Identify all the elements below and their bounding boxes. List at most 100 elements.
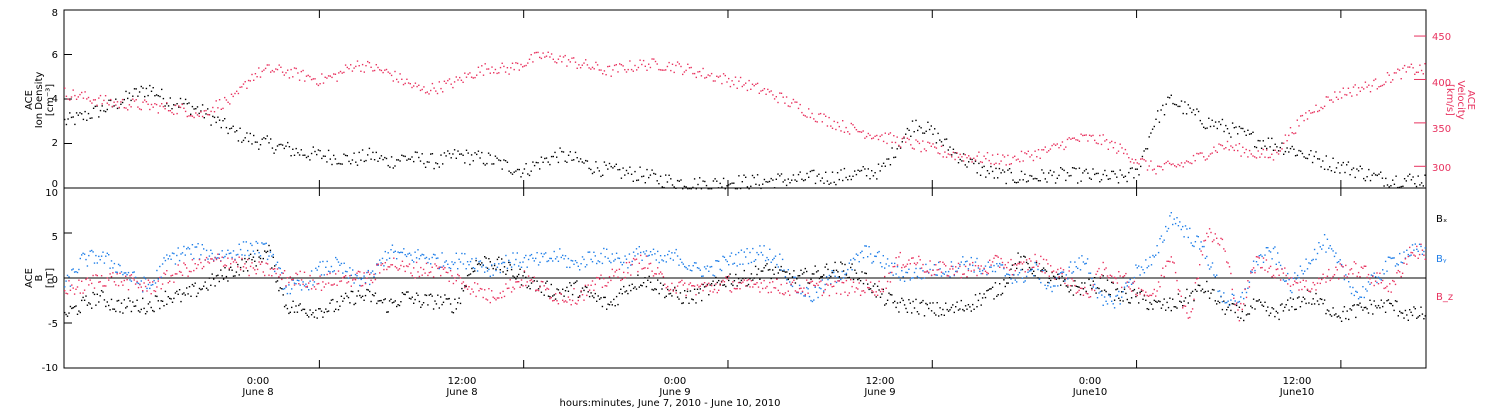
velocity-point: [1366, 86, 1368, 88]
by-point: [746, 248, 748, 250]
bz-point: [1352, 273, 1354, 275]
bz-point: [942, 261, 944, 263]
bx-point: [73, 306, 76, 308]
density-point: [821, 177, 823, 179]
velocity-point: [264, 67, 267, 70]
by-point: [1149, 256, 1151, 258]
by-point: [374, 273, 377, 275]
velocity-point: [1180, 162, 1183, 164]
bx-point: [1186, 288, 1188, 291]
by-point: [1129, 278, 1131, 281]
bz-point: [259, 263, 262, 265]
density-point: [157, 95, 159, 97]
velocity-point: [1320, 106, 1322, 109]
velocity-point: [327, 75, 330, 77]
by-point: [689, 269, 692, 271]
bx-point: [543, 294, 545, 296]
velocity-point: [833, 120, 835, 123]
bx-point: [789, 273, 791, 275]
velocity-point: [298, 79, 301, 81]
density-point: [840, 169, 842, 171]
bx-point: [108, 304, 110, 307]
bz-point: [705, 285, 707, 287]
velocity-point: [952, 151, 955, 154]
by-point: [274, 270, 276, 273]
velocity-point: [821, 121, 823, 123]
bx-point: [1406, 314, 1408, 316]
by-point: [1298, 277, 1300, 279]
bx-point: [552, 295, 554, 297]
velocity-point: [697, 71, 699, 73]
density-point: [828, 183, 830, 185]
by-point: [86, 265, 89, 267]
bz-point: [1369, 278, 1371, 280]
by-point: [570, 259, 572, 262]
by-point: [1138, 265, 1140, 267]
density-point: [702, 180, 704, 182]
bz-point: [312, 279, 314, 281]
bx-point: [610, 301, 612, 303]
by-point: [672, 259, 674, 261]
by-point: [379, 259, 381, 261]
bx-point: [130, 310, 133, 313]
density-point: [426, 161, 428, 163]
bx-point: [1034, 275, 1036, 277]
bz-point: [1413, 254, 1415, 256]
velocity-point: [1417, 71, 1419, 73]
bz-point: [993, 257, 995, 259]
velocity-point: [96, 104, 98, 106]
bx-point: [684, 290, 686, 292]
density-point: [1254, 146, 1256, 148]
by-point: [837, 276, 839, 279]
density-point: [666, 181, 669, 183]
by-point: [1143, 272, 1146, 274]
bx-point: [745, 277, 747, 279]
bx-point: [347, 296, 350, 299]
density-point: [784, 179, 786, 181]
density-point: [106, 108, 108, 111]
velocity-point: [86, 98, 88, 100]
bx-point: [1305, 302, 1307, 305]
bx-point: [1165, 309, 1167, 311]
bz-point: [201, 267, 203, 270]
by-point: [1392, 257, 1394, 259]
bz-point: [892, 266, 894, 268]
density-point: [1002, 169, 1004, 171]
density-point: [954, 152, 956, 154]
bx-point: [945, 302, 947, 304]
bz-point: [464, 286, 466, 289]
by-point: [962, 256, 964, 258]
bx-point: [979, 292, 981, 295]
velocity-point: [823, 113, 825, 115]
by-point: [237, 253, 239, 256]
by-point: [940, 275, 943, 277]
by-point: [957, 267, 960, 269]
bx-point: [466, 274, 469, 277]
density-point: [767, 181, 769, 183]
bx-point: [180, 300, 182, 303]
velocity-point: [304, 80, 306, 82]
density-point: [1342, 161, 1344, 164]
bx-point: [326, 310, 328, 313]
bx-point: [908, 299, 910, 301]
density-point: [1133, 177, 1135, 179]
bz-point: [664, 283, 666, 285]
by-point: [745, 256, 747, 258]
bz-point: [647, 267, 649, 269]
by-point: [567, 257, 570, 260]
density-point: [249, 132, 251, 135]
density-point: [149, 84, 151, 87]
density-point: [697, 183, 699, 186]
bz-point: [1055, 271, 1058, 273]
velocity-point: [75, 98, 78, 100]
velocity-point: [72, 89, 74, 91]
by-point: [855, 253, 858, 255]
density-point: [230, 127, 233, 129]
density-point: [268, 142, 270, 144]
bx-point: [545, 282, 547, 284]
bz-point: [625, 262, 628, 264]
bz-point: [953, 273, 955, 276]
velocity-point: [804, 115, 806, 117]
density-point: [654, 173, 657, 175]
density-point: [1279, 146, 1281, 149]
